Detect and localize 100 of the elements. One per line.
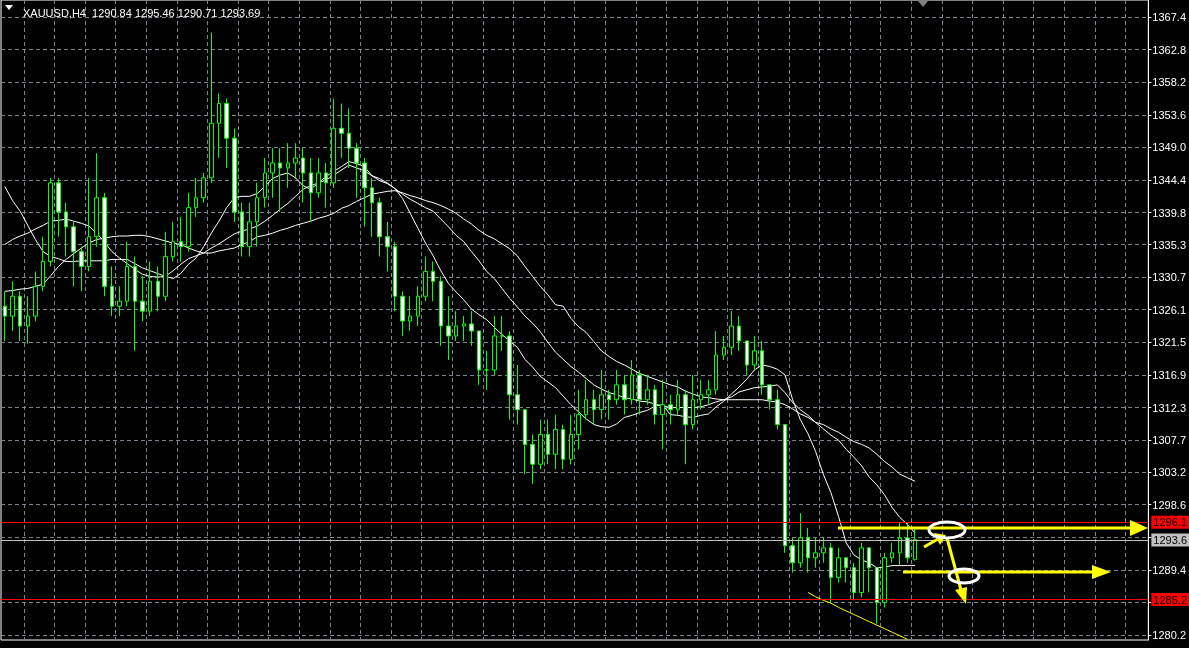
candlestick: [844, 557, 848, 584]
candlestick: [714, 330, 718, 396]
candlestick: [423, 256, 428, 302]
candlestick: [217, 93, 221, 159]
candlestick: [255, 182, 259, 248]
candlestick: [614, 369, 619, 406]
candlestick: [645, 374, 650, 406]
candlestick: [41, 236, 45, 292]
candlestick: [331, 98, 336, 189]
candlestick: [339, 102, 344, 159]
candlestick: [775, 389, 780, 430]
candlestick: [224, 98, 229, 169]
candlestick: [515, 364, 520, 426]
candlestick: [523, 409, 527, 475]
candlestick: [530, 433, 535, 485]
candlestick: [416, 285, 420, 327]
candlestick: [737, 315, 741, 352]
candlestick: [10, 280, 15, 332]
candlestick: [454, 310, 458, 342]
y-tick-label: 1339.8: [1152, 206, 1187, 219]
candlestick: [668, 394, 673, 426]
candlestick: [676, 379, 680, 416]
candlestick: [584, 379, 588, 421]
candlestick: [706, 379, 711, 406]
candlestick: [484, 350, 489, 391]
candlestick: [469, 310, 474, 347]
candlestick: [553, 414, 558, 470]
candlestick: [385, 221, 390, 272]
y-tick-label: 1312.3: [1152, 401, 1187, 414]
candlestick: [821, 537, 826, 564]
candlestick: [446, 295, 451, 361]
candlestick: [26, 295, 30, 345]
candlestick: [760, 340, 764, 396]
y-tick-label: 1330.7: [1152, 271, 1187, 284]
candlestick: [156, 265, 160, 312]
candlestick: [813, 537, 818, 569]
candlestick: [622, 374, 627, 416]
candlestick: [500, 315, 504, 352]
y-tick-label: 1344.4: [1152, 174, 1187, 187]
candlestick: [316, 157, 321, 199]
y-tick-label: 1298.6: [1152, 498, 1187, 511]
y-tick-label: 1303.2: [1152, 466, 1187, 479]
candlestick: [94, 152, 99, 248]
y-tick-label: 1358.2: [1152, 76, 1187, 89]
candlestick: [140, 275, 145, 322]
y-tick-label: 1367.4: [1152, 11, 1187, 24]
candlestick: [462, 315, 466, 342]
candlestick: [607, 389, 611, 421]
candlestick: [561, 424, 565, 470]
candlestick: [569, 414, 573, 465]
candlestick: [745, 340, 749, 376]
candlestick: [179, 216, 183, 263]
candlestick: [56, 177, 61, 238]
candlestick: [408, 295, 412, 332]
candlestick: [836, 547, 841, 584]
candlestick: [133, 256, 137, 352]
candlestick: [400, 290, 405, 337]
candlestick: [293, 142, 298, 179]
ref-line-label: 1285.2: [1153, 593, 1188, 606]
candlestick: [209, 32, 214, 184]
candlestick: [79, 246, 84, 292]
candlestick: [377, 197, 382, 258]
candlestick: [201, 172, 206, 204]
candlestick: [783, 424, 787, 554]
candlestick: [71, 221, 76, 287]
candlestick: [660, 379, 665, 450]
y-tick-label: 1321.5: [1152, 336, 1187, 349]
candlestick: [790, 537, 795, 574]
ref-line-label: 1296.1: [1153, 516, 1188, 529]
text: XAUUSD,H4 1290.84 1295.46 1290.71 1293.69: [23, 6, 261, 19]
candlestick: [806, 527, 810, 574]
candlestick: [752, 335, 757, 371]
candlestick: [263, 157, 267, 209]
candlestick: [890, 542, 894, 564]
candlestick: [691, 374, 695, 430]
candlestick: [148, 261, 152, 317]
candlestick: [240, 202, 244, 258]
candlestick: [64, 202, 68, 258]
candlestick: [33, 270, 38, 322]
y-tick-label: 1289.4: [1152, 563, 1187, 576]
candlestick: [439, 275, 443, 347]
y-tick-label: 1280.2: [1152, 629, 1187, 642]
y-tick-label: 1362.8: [1152, 43, 1187, 56]
candlestick: [87, 177, 91, 272]
candlestick: [117, 285, 122, 317]
candlestick: [186, 192, 191, 253]
candlestick: [859, 542, 864, 598]
candlestick: [546, 419, 550, 465]
candlestick: [852, 562, 856, 601]
y-tick-label: 1307.7: [1152, 434, 1187, 447]
candlestick: [194, 177, 198, 218]
candlestick: [48, 177, 53, 267]
candlestick: [882, 552, 887, 608]
y-tick-label: 1326.1: [1152, 303, 1187, 316]
candlestick: [171, 221, 175, 263]
candlestick: [286, 142, 290, 189]
ref-line-label: 1293.6: [1153, 534, 1188, 547]
y-tick-label: 1316.9: [1152, 368, 1187, 381]
candlestick: [163, 231, 168, 302]
y-tick-label: 1353.6: [1152, 108, 1187, 121]
